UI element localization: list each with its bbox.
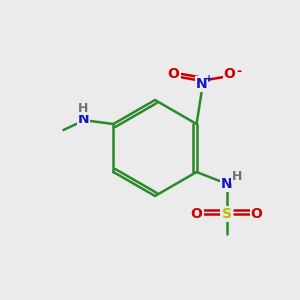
Text: -: - [236, 65, 241, 79]
Text: H: H [231, 169, 242, 182]
Text: O: O [224, 67, 236, 81]
Text: O: O [190, 207, 202, 221]
Text: N: N [196, 77, 207, 91]
Text: H: H [78, 101, 88, 115]
Text: N: N [78, 112, 89, 126]
Text: +: + [205, 74, 213, 84]
Text: N: N [221, 177, 232, 191]
Text: S: S [222, 207, 232, 221]
Text: O: O [250, 207, 262, 221]
Text: O: O [168, 67, 179, 81]
